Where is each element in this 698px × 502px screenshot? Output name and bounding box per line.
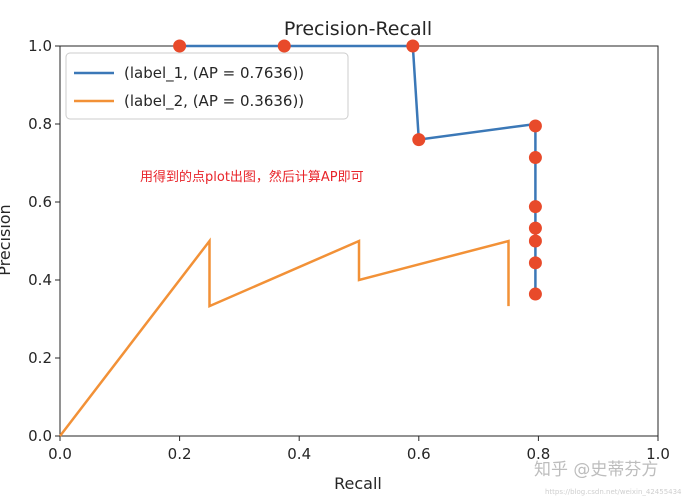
data-point-marker <box>412 133 426 147</box>
marker-layer <box>173 39 542 301</box>
x-tick-label: 0.6 <box>407 445 431 463</box>
data-point-marker <box>528 119 542 133</box>
x-tick-label: 1.0 <box>646 445 670 463</box>
data-point-marker <box>528 287 542 301</box>
x-axis-label: Recall <box>334 474 382 493</box>
y-tick-label: 0.6 <box>28 193 52 211</box>
y-tick-label: 0.0 <box>28 427 52 445</box>
data-point-marker <box>406 39 420 53</box>
chart-title: Precision-Recall <box>284 18 432 40</box>
data-point-marker <box>528 151 542 165</box>
data-point-marker <box>173 39 187 53</box>
legend-label-2: (label_2, (AP = 0.3636)) <box>124 92 304 111</box>
x-tick-label: 0.0 <box>48 445 72 463</box>
x-tick-label: 0.4 <box>287 445 311 463</box>
data-point-marker <box>528 234 542 248</box>
data-point-marker <box>277 39 291 53</box>
y-axis-label: Precision <box>0 204 14 275</box>
axis-ticks: 0.0 0.2 0.4 0.6 0.8 1.0 0.0 0.2 0.4 0.6 0.8 1.0 <box>28 37 670 463</box>
legend-box <box>65 52 349 120</box>
data-point-marker <box>528 221 542 235</box>
x-tick-label: 0.8 <box>526 445 550 463</box>
legend: (label_1, (AP = 0.7636)) (label_2, (AP = … <box>65 52 349 120</box>
series-line-2 <box>59 237 510 437</box>
data-point-marker <box>528 200 542 214</box>
y-tick-label: 0.4 <box>28 271 52 289</box>
y-tick-label: 0.2 <box>28 349 52 367</box>
data-point-marker <box>528 256 542 270</box>
x-tick-label: 0.2 <box>168 445 192 463</box>
watermark-url: https://blog.csdn.net/weixin_42455434 <box>545 488 682 496</box>
chart-annotation: 用得到的点plot出图，然后计算AP即可 <box>140 169 364 185</box>
watermark-text: 知乎 @史蒂芬方 <box>534 460 658 480</box>
y-tick-label: 1.0 <box>28 37 52 55</box>
legend-label-1: (label_1, (AP = 0.7636)) <box>124 64 304 83</box>
y-tick-label: 0.8 <box>28 115 52 133</box>
